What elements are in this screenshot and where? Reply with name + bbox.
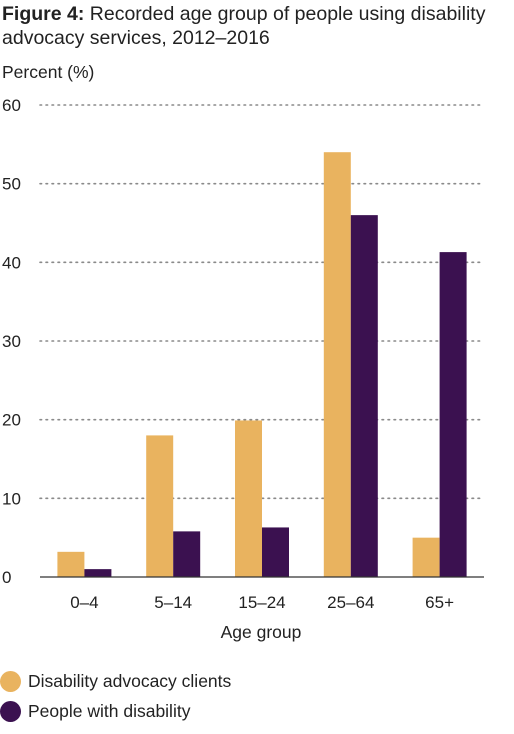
y-tick-label: 0: [2, 568, 11, 587]
y-tick-label: 60: [2, 96, 21, 115]
y-tick-label: 50: [2, 175, 21, 194]
legend-swatch-clients: [0, 670, 21, 692]
legend-swatch-disability: [0, 700, 21, 722]
y-tick-label: 40: [2, 253, 21, 272]
x-tick-label: 5–14: [154, 593, 192, 612]
bar-clients-2: [235, 420, 262, 577]
y-tick-label: 20: [2, 411, 21, 430]
x-tick-label: 15–24: [238, 593, 285, 612]
figure-label: Figure 4:: [2, 3, 85, 25]
bar-disability-3: [350, 215, 378, 577]
figure-title: Recorded age group of people using disab…: [2, 3, 486, 49]
y-tick-label: 10: [2, 489, 21, 508]
bar-disability-2: [262, 527, 289, 577]
legend-label-clients: Disability advocacy clients: [28, 670, 232, 691]
x-tick-label: 65+: [425, 593, 454, 612]
y-axis-label: Percent (%): [2, 62, 94, 82]
legend-item-disability: People with disability: [0, 696, 231, 726]
bar-clients-0: [57, 551, 85, 577]
legend: Disability advocacy clients People with …: [0, 666, 231, 726]
bar-chart: Percent (%) 0 10 20 30 40 50 60 0–4 5–14 15–24 25…: [2, 62, 485, 642]
bar-disability-4: [439, 252, 467, 577]
legend-item-clients: Disability advocacy clients: [0, 666, 231, 696]
bar-disability-1: [173, 531, 201, 577]
bar-disability-0: [84, 569, 112, 577]
y-ticks: 0 10 20 30 40 50 60: [2, 96, 21, 587]
x-tick-label: 0–4: [70, 593, 98, 612]
x-tick-label: 25–64: [327, 593, 374, 612]
bar-clients-4: [412, 537, 440, 577]
bar-clients-3: [323, 152, 351, 577]
chart-title: Figure 4: Recorded age group of people u…: [2, 2, 507, 50]
legend-label-disability: People with disability: [28, 700, 191, 721]
x-ticks: 0–4 5–14 15–24 25–64 65+: [70, 593, 454, 612]
x-axis-label: Age group: [221, 622, 302, 642]
bar-clients-1: [146, 435, 174, 577]
y-tick-label: 30: [2, 332, 21, 351]
bars: [57, 152, 467, 577]
